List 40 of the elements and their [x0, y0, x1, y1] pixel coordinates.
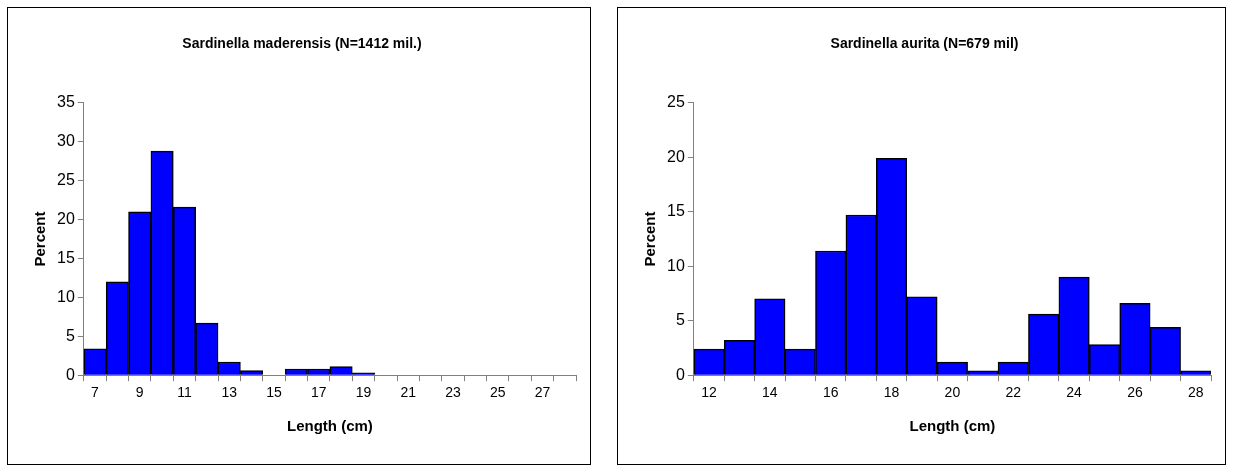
x-tick-label: 20: [944, 384, 961, 401]
y-tick-label: 0: [675, 365, 685, 383]
y-tick-label: 20: [667, 147, 685, 165]
y-tick-label: 35: [57, 93, 75, 111]
x-tick-label: 27: [534, 384, 551, 401]
x-tick-label: 13: [221, 384, 238, 401]
y-tick-label: 15: [57, 248, 75, 266]
x-tick-label: 9: [135, 384, 144, 401]
x-tick-label: 26: [1127, 384, 1143, 401]
y-tick-label: 20: [57, 209, 75, 227]
chart-title: Sardinella maderensis (N=1412 mil.): [182, 35, 422, 52]
y-tick-label: 10: [667, 256, 685, 274]
x-tick-label: 18: [883, 384, 900, 401]
x-axis-title: Length (cm): [286, 417, 373, 435]
y-axis-title: Percent: [641, 211, 659, 267]
x-tick-label: 15: [266, 384, 282, 401]
x-tick-label: 24: [1066, 384, 1083, 401]
y-axis-title: Percent: [31, 211, 49, 267]
chart-title: Sardinella aurita (N=679 mil): [830, 35, 1019, 52]
y-tick-label: 10: [57, 287, 75, 305]
x-tick-label: 11: [177, 384, 192, 401]
x-tick-label: 19: [355, 384, 372, 401]
y-tick-label: 25: [667, 93, 685, 111]
x-tick-label: 22: [1005, 384, 1022, 401]
y-tick-label: 5: [675, 311, 685, 329]
x-axis-title: Length (cm): [909, 417, 996, 435]
y-tick-label: 5: [65, 326, 75, 344]
x-tick-label: 25: [489, 384, 506, 401]
x-tick-label: 23: [445, 384, 461, 401]
x-tick-label: 28: [1188, 384, 1204, 401]
y-tick-label: 30: [57, 132, 75, 150]
x-tick-label: 7: [91, 384, 100, 401]
y-tick-label: 15: [667, 202, 685, 220]
x-tick-label: 16: [822, 384, 839, 401]
y-tick-label: 25: [57, 171, 75, 189]
x-tick-label: 21: [400, 384, 417, 401]
y-tick-label: 0: [65, 365, 75, 383]
x-tick-label: 17: [310, 384, 327, 401]
x-tick-label: 12: [701, 384, 718, 401]
x-tick-label: 14: [762, 384, 778, 401]
